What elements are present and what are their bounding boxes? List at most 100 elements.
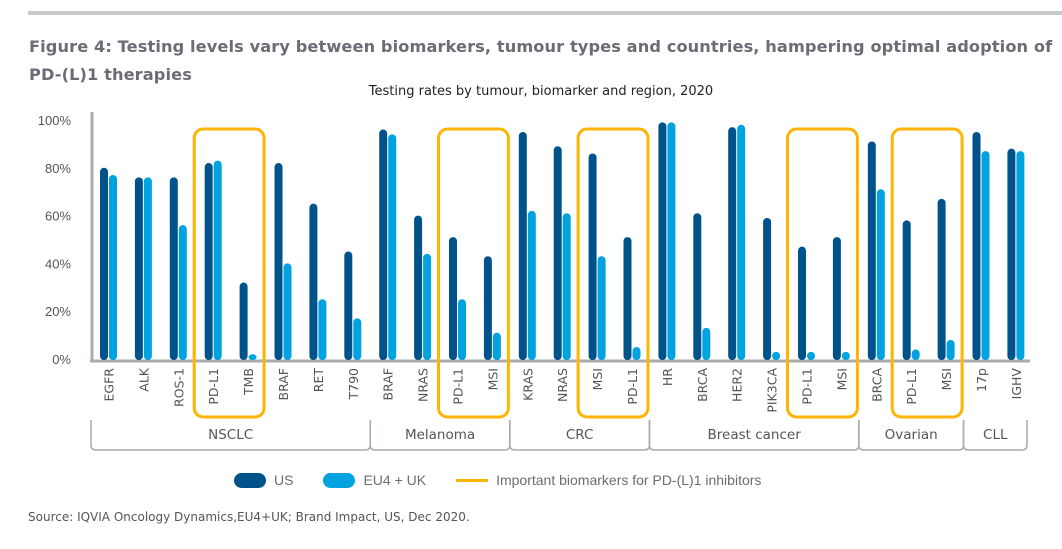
group-label: NSCLC [208,427,253,443]
highlight-box [192,127,266,419]
highlight-box [576,127,650,419]
x-tick-label: PD-L1 [800,368,815,405]
bar-us [553,146,562,360]
x-tick-label: MSI [485,368,500,390]
bar-us [204,163,213,360]
bar-eu [178,225,187,360]
x-tick-label: KRAS [520,368,535,401]
legend-label-eu: EU4 + UK [363,472,427,488]
highlight-box [786,127,859,419]
bar-us [100,167,108,360]
bar-eu [946,339,955,360]
y-tick-label: 100% [38,113,72,128]
group-bracket [962,420,1028,451]
y-tick-label: 20% [45,304,71,319]
bar-eu [283,263,292,360]
legend-swatch-us [234,472,266,488]
legend-item-highlight: Important biomarkers for PD-(L)1 inhibit… [456,472,761,488]
bar-us [588,153,597,360]
bar-eu [213,160,222,360]
bar-eu [492,332,501,360]
bar-eu [772,351,781,360]
bar-us [344,251,353,360]
legend-swatch-highlight [456,478,489,482]
group-label: Ovarian [885,427,938,443]
bar-eu [562,213,571,360]
bar-us [658,122,667,360]
x-tick-label: HER2 [730,368,745,402]
legend-label-highlight: Important biomarkers for PD-(L)1 inhibit… [496,472,762,488]
bar-eu [807,351,815,360]
bar-us [937,198,946,360]
bar-us [449,237,457,360]
bar-us [972,131,981,360]
x-tick-label: EGFR [102,368,117,402]
source-note: Source: IQVIA Oncology Dynamics,EU4+UK; … [28,510,470,524]
top-rule [28,11,1062,15]
x-tick-label: PD-L1 [625,368,640,405]
x-tick-label: BRCA [695,368,710,402]
x-tick-label: T790 [346,368,361,401]
x-tick-label: MSI [590,368,605,390]
bar-eu [423,253,432,360]
group-label: Breast cancer [708,427,802,443]
bar-eu [109,174,117,360]
bar-eu [667,122,676,360]
highlight-box [890,127,964,419]
bar-us [867,141,876,360]
bar-eu [143,177,152,360]
bar-eu [1016,151,1025,360]
bar-us [763,217,772,360]
legend: US EU4 + UK Important biomarkers for PD-… [234,470,791,490]
x-tick-label: PD-L1 [904,368,919,405]
bar-eu [841,351,850,360]
legend-label-us: US [274,472,294,488]
x-tick-label: BRAF [276,368,291,401]
bar-us [239,282,248,360]
bar-us [798,246,806,360]
bar-eu [876,189,885,360]
x-tick-label: ALK [136,367,151,392]
x-tick-label: HR [660,368,675,386]
bar-eu [527,210,536,360]
bar-us [379,129,388,360]
bar-us [518,131,527,360]
bar-us [134,177,143,360]
x-tick-label: PD-L1 [206,368,221,405]
bar-eu [388,134,397,360]
x-tick-label: NRAS [555,368,570,402]
bar-us [1007,148,1016,360]
bar-us [902,220,911,360]
bar-eu [981,151,990,360]
y-tick-label: 0% [52,352,71,367]
x-tick-label: ROS-1 [171,368,186,407]
figure-title: Figure 4: Testing levels vary between bi… [29,37,1053,84]
y-tick-label: 60% [45,209,71,224]
highlight-box [437,127,510,419]
y-tick-label: 40% [45,256,71,271]
x-tick-label: BRCA [869,368,884,402]
group-label: Melanoma [405,427,475,443]
bar-us [728,127,737,360]
x-tick-label: BRAF [381,368,396,401]
bar-us [623,237,632,360]
bar-us [169,177,178,360]
legend-item-eu: EU4 + UK [323,472,426,488]
legend-swatch-eu [323,472,356,488]
bar-eu [248,354,257,360]
bar-us [832,237,841,360]
bar-us [309,203,318,360]
x-tick-label: TMB [241,368,256,396]
group-label: CLL [983,427,1008,443]
x-tick-label: PD-L1 [451,368,466,405]
x-tick-label: PIK3CA [765,368,780,413]
x-tick-label: MSI [834,368,849,390]
x-tick-label: IGHV [1009,368,1024,400]
bar-eu [458,299,466,360]
bar-us [483,256,492,360]
bar-us [693,213,702,360]
bar-us [274,163,283,360]
bar-eu [911,349,920,360]
bar-eu [597,256,606,360]
